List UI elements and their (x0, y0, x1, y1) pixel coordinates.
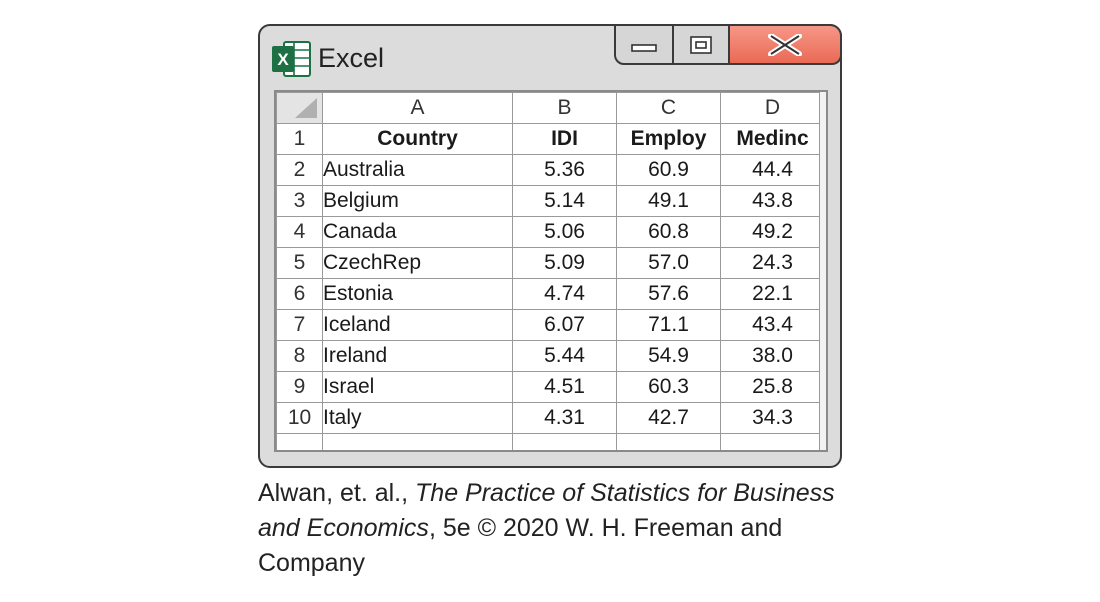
table-row: 6 Estonia 4.74 57.6 22.1 (276, 278, 825, 310)
row-header[interactable]: 1 (276, 123, 323, 155)
cell-country[interactable]: Ireland (322, 340, 513, 372)
vertical-scrollbar-edge[interactable] (819, 92, 826, 450)
table-row: 5 CzechRep 5.09 57.0 24.3 (276, 247, 825, 279)
close-icon (768, 33, 802, 56)
row-header[interactable]: 4 (276, 216, 323, 248)
field-name-row: 1 Country IDI Employ Medinc (276, 123, 825, 155)
table-row: 7 Iceland 6.07 71.1 43.4 (276, 309, 825, 341)
cell-idi[interactable]: 5.14 (512, 185, 617, 217)
close-button[interactable] (730, 24, 842, 65)
cell-medinc[interactable]: 34.3 (720, 402, 825, 434)
cell-country[interactable]: Italy (322, 402, 513, 434)
cell-medinc[interactable]: 25.8 (720, 371, 825, 403)
column-header-a[interactable]: A (322, 92, 513, 124)
window-title: Excel (318, 43, 385, 73)
excel-logo-icon: X (272, 41, 311, 77)
minimize-button[interactable] (614, 24, 674, 65)
row-header[interactable]: 2 (276, 154, 323, 186)
cell-idi[interactable]: 6.07 (512, 309, 617, 341)
cell-employ-header[interactable]: Employ (616, 123, 721, 155)
cell-idi-header[interactable]: IDI (512, 123, 617, 155)
excel-window: X Excel (258, 24, 842, 468)
table-row-partial (276, 433, 825, 450)
row-header[interactable]: 5 (276, 247, 323, 279)
cell-idi[interactable]: 4.51 (512, 371, 617, 403)
cell-idi[interactable]: 4.31 (512, 402, 617, 434)
cell-country[interactable]: Belgium (322, 185, 513, 217)
row-header[interactable]: 10 (276, 402, 323, 434)
caption-publisher: , 5e © 2020 W. H. Freeman and Company (258, 514, 783, 577)
row-header[interactable]: 8 (276, 340, 323, 372)
cell-employ[interactable]: 57.0 (616, 247, 721, 279)
title-bar: X Excel (260, 24, 842, 86)
empty-cell[interactable] (322, 433, 513, 450)
empty-cell[interactable] (720, 433, 825, 450)
cell-employ[interactable]: 54.9 (616, 340, 721, 372)
cell-employ[interactable]: 49.1 (616, 185, 721, 217)
table-row: 3 Belgium 5.14 49.1 43.8 (276, 185, 825, 217)
empty-cell[interactable] (512, 433, 617, 450)
row-header[interactable]: 9 (276, 371, 323, 403)
row-header[interactable]: 6 (276, 278, 323, 310)
cell-country[interactable]: CzechRep (322, 247, 513, 279)
cell-country-header[interactable]: Country (322, 123, 513, 155)
column-header-d[interactable]: D (720, 92, 825, 124)
cell-employ[interactable]: 60.3 (616, 371, 721, 403)
cell-employ[interactable]: 57.6 (616, 278, 721, 310)
cell-medinc[interactable]: 38.0 (720, 340, 825, 372)
figure-caption: Alwan, et. al., The Practice of Statisti… (258, 476, 858, 581)
cell-country[interactable]: Australia (322, 154, 513, 186)
table-row: 10 Italy 4.31 42.7 34.3 (276, 402, 825, 434)
cell-idi[interactable]: 5.36 (512, 154, 617, 186)
cell-medinc[interactable]: 24.3 (720, 247, 825, 279)
table-row: 4 Canada 5.06 60.8 49.2 (276, 216, 825, 248)
cell-employ[interactable]: 60.8 (616, 216, 721, 248)
cell-medinc[interactable]: 43.8 (720, 185, 825, 217)
column-header-b[interactable]: B (512, 92, 617, 124)
select-all-triangle-icon (295, 98, 317, 118)
cell-country[interactable]: Canada (322, 216, 513, 248)
row-header[interactable]: 3 (276, 185, 323, 217)
spreadsheet-table: A B C D 1 Country IDI Employ Medinc 2 Aus… (276, 92, 825, 450)
cell-medinc[interactable]: 49.2 (720, 216, 825, 248)
cell-idi[interactable]: 5.06 (512, 216, 617, 248)
empty-cell[interactable] (276, 433, 323, 450)
empty-cell[interactable] (616, 433, 721, 450)
cell-country[interactable]: Iceland (322, 309, 513, 341)
table-row: 8 Ireland 5.44 54.9 38.0 (276, 340, 825, 372)
column-header-row: A B C D (276, 92, 825, 124)
table-row: 9 Israel 4.51 60.3 25.8 (276, 371, 825, 403)
minimize-icon (631, 43, 657, 52)
cell-idi[interactable]: 5.09 (512, 247, 617, 279)
cell-medinc[interactable]: 44.4 (720, 154, 825, 186)
maximize-button[interactable] (674, 24, 730, 65)
cell-employ[interactable]: 42.7 (616, 402, 721, 434)
spreadsheet-grid: A B C D 1 Country IDI Employ Medinc 2 Aus… (274, 90, 828, 452)
maximize-icon (690, 35, 712, 54)
row-header[interactable]: 7 (276, 309, 323, 341)
excel-logo-letter: X (277, 50, 289, 69)
cell-employ[interactable]: 71.1 (616, 309, 721, 341)
cell-medinc-header[interactable]: Medinc (720, 123, 825, 155)
window-controls (614, 24, 842, 65)
table-row: 2 Australia 5.36 60.9 44.4 (276, 154, 825, 186)
select-all-corner[interactable] (276, 92, 323, 124)
cell-idi[interactable]: 5.44 (512, 340, 617, 372)
cell-medinc[interactable]: 43.4 (720, 309, 825, 341)
column-header-c[interactable]: C (616, 92, 721, 124)
caption-authors: Alwan, et. al., (258, 479, 416, 507)
cell-country[interactable]: Israel (322, 371, 513, 403)
cell-employ[interactable]: 60.9 (616, 154, 721, 186)
cell-country[interactable]: Estonia (322, 278, 513, 310)
caption-book-title: The Practice of Statistics for Business … (258, 479, 835, 542)
cell-idi[interactable]: 4.74 (512, 278, 617, 310)
cell-medinc[interactable]: 22.1 (720, 278, 825, 310)
